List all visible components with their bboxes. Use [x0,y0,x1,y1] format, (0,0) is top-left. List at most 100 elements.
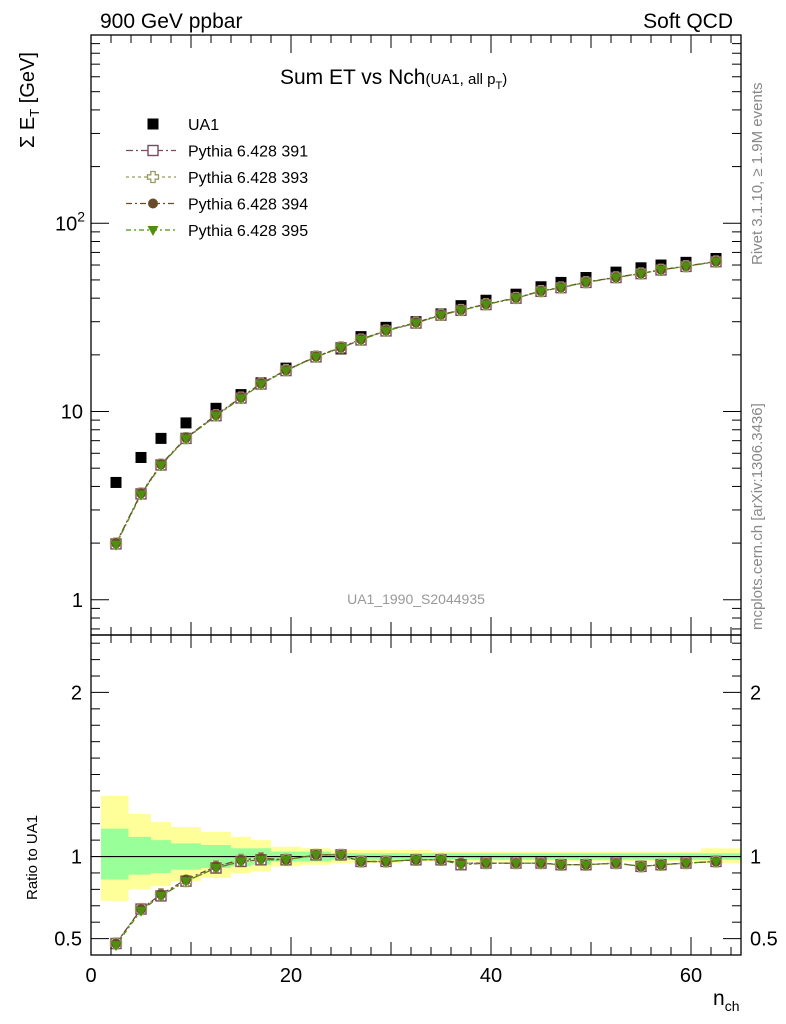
legend-marker [147,118,159,130]
ratio-data-point [255,855,267,866]
legend-label: Pythia 6.428 393 [188,170,308,187]
ratio-data-point [180,877,192,888]
ratio-data-point [380,857,392,868]
ratio-y-tick-label-left: 1 [71,847,82,869]
ratio-data-point [535,859,547,870]
x-tick-label: 60 [680,965,702,987]
legend-label: UA1 [188,117,219,134]
ua1-data-point [180,417,192,429]
x-axis-label-main: n [713,987,725,1010]
y-axis-label: Σ ET [GeV] [17,52,42,148]
x-axis-label: nch [713,987,739,1014]
legend-label: Pythia 6.428 391 [188,144,308,161]
legend-marker [148,198,158,209]
legend-marker [147,144,159,157]
ratio-data-point [355,857,367,868]
ratio-data-point [680,859,692,870]
legend: UA1 Pythia 6.428 391 Pythia 6.428 393 Pythi… [126,117,308,240]
pythia-data-point [455,306,467,317]
ratio-y-tick-label-right: 0.5 [750,929,778,951]
ratio-y-tick-label-right: 1 [750,847,761,869]
ratio-data-point [280,855,292,866]
pythia-data-point [435,311,447,322]
ratio-data-point [155,891,167,902]
ratio-y-tick-label-left: 0.5 [54,929,82,951]
main-data-points [109,252,723,551]
ratio-data-point [435,855,447,866]
legend-label: Pythia 6.428 395 [188,223,308,240]
ua1-data-point [155,432,167,444]
plot-title-sub: (UA1, all p [425,71,495,88]
ratio-data-point [110,941,122,952]
ratio-data-point [710,857,722,868]
ratio-axis-ticks: 0.5 0.51 12 20 20 40 60 [54,635,778,987]
ratio-data-point [480,859,492,870]
ratio-y-tick-label-right: 2 [750,682,761,704]
ratio-y-tick-label-left: 2 [71,682,82,704]
pythia-data-point [610,273,622,284]
ratio-data-point [210,864,222,875]
y-axis-label-symbol: Σ E [17,117,39,148]
pythia-data-point [555,283,567,294]
main-series-line [115,261,717,545]
ratio-data-point [335,850,347,861]
main-series-line [115,261,717,544]
analysis-watermark: UA1_1990_S2044935 [347,591,485,607]
main-series-line [115,260,717,544]
legend-marker [147,226,159,236]
x-tick-label: 20 [280,965,302,987]
ua1-data-point [110,476,122,488]
x-axis-label-index: ch [725,998,740,1014]
pythia-data-point [480,300,492,311]
plot-title-sub-end: ) [502,71,507,88]
pythia-data-point [680,262,692,273]
pythia-data-point [635,269,647,280]
pythia-data-point [510,294,522,305]
pythia-data-point [710,257,722,268]
pythia-data-point [655,265,667,276]
ratio-data-point [455,860,467,871]
legend-marker [146,170,160,184]
plot-title: Sum ET vs Nch(UA1, all pT) [280,66,507,92]
pythia-data-point [155,461,167,472]
ratio-data-point [635,862,647,873]
pythia-data-point [310,352,322,363]
x-tick-label: 0 [85,965,96,987]
mcplots-credit-label: mcplots.cern.ch [arXiv:1306.3436] [749,403,766,630]
ratio-data-point [235,857,247,868]
legend-label: Pythia 6.428 394 [188,197,308,214]
ratio-band-inner [101,828,129,880]
ratio-uncertainty-bands [101,795,741,901]
ratio-data-point [655,860,667,871]
header-right-label: Soft QCD [643,10,733,33]
ratio-data-point [610,859,622,870]
pythia-data-point [135,490,147,501]
pythia-data-point [210,411,222,422]
ua1-data-point [210,402,222,414]
ratio-data-point [555,860,567,871]
main-y-tick-label: 10 [61,402,83,424]
pythia-data-point [580,278,592,289]
plot-title-main: Sum ET vs Nch [280,66,425,89]
pythia-data-point [110,540,122,551]
ratio-panel-frame [90,634,742,956]
pythia-data-point [380,326,392,337]
main-y-tick-label-base: 10 [55,213,77,235]
pythia-data-point [410,319,422,330]
main-y-tick-label: 102 [55,208,85,235]
ratio-y-axis-label: Ratio to UA1 [24,815,41,900]
ratio-data-point [410,855,422,866]
pythia-data-point [535,287,547,298]
main-series-line [115,261,717,546]
pythia-data-point [180,434,192,445]
y-axis-label-index: T [27,109,42,117]
y-axis-label-unit: [GeV] [17,52,39,109]
pythia-data-point [255,380,267,391]
rivet-version-label: Rivet 3.1.10, ≥ 1.9M events [749,83,766,266]
pythia-data-point [355,335,367,346]
main-y-tick-label-exponent: 2 [77,208,85,224]
ratio-band-inner [128,836,151,875]
